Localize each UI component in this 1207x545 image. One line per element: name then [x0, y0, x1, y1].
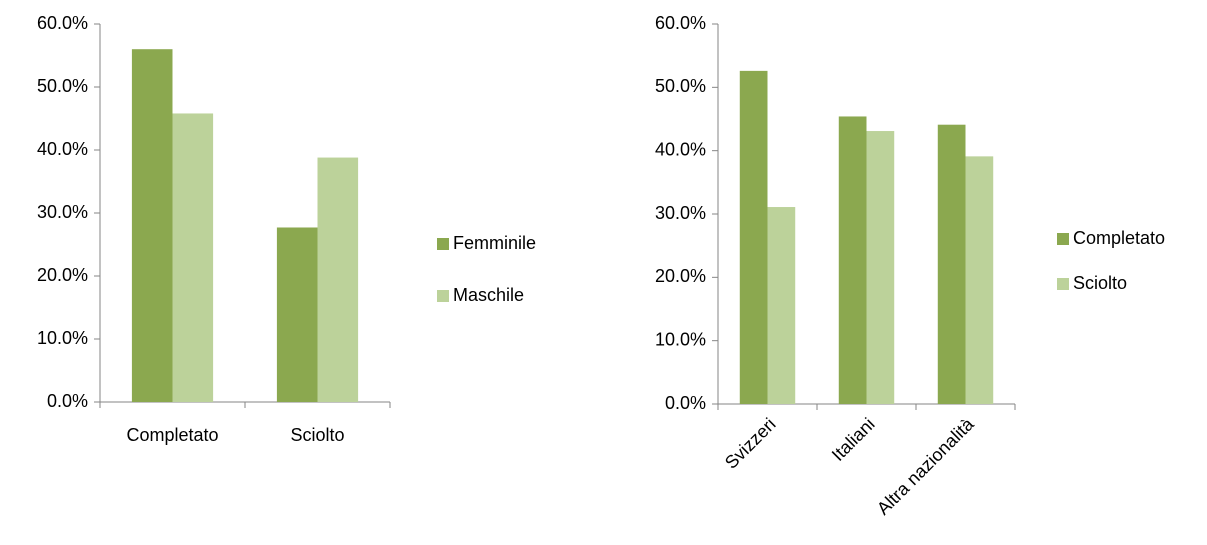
legend-swatch [437, 290, 449, 302]
y-tick-label: 60.0% [37, 13, 88, 33]
bar [317, 157, 359, 402]
x-tick-label: Altra nazionalità [873, 413, 978, 518]
bar [866, 131, 895, 405]
legend-label: Femminile [453, 233, 536, 253]
legend-label: Sciolto [1073, 273, 1127, 293]
x-tick-label: Completato [126, 425, 218, 445]
y-tick-label: 40.0% [37, 139, 88, 159]
bar [131, 49, 173, 402]
y-tick-label: 20.0% [655, 266, 706, 286]
bar [838, 116, 867, 404]
y-tick-label: 50.0% [655, 76, 706, 96]
y-tick-label: 0.0% [665, 393, 706, 413]
y-tick-label: 30.0% [655, 203, 706, 223]
bar [965, 156, 994, 404]
y-tick-label: 60.0% [655, 13, 706, 33]
legend-swatch [437, 238, 449, 250]
y-tick-label: 20.0% [37, 265, 88, 285]
bar [767, 207, 796, 404]
legend-swatch [1057, 278, 1069, 290]
bar [937, 124, 966, 404]
bar [172, 113, 214, 403]
x-tick-label: Svizzeri [721, 414, 780, 473]
x-tick-label: Italiani [828, 414, 879, 465]
y-tick-label: 10.0% [37, 328, 88, 348]
bar [739, 70, 768, 404]
legend-label: Maschile [453, 285, 524, 305]
legend-swatch [1057, 233, 1069, 245]
y-tick-label: 10.0% [655, 329, 706, 349]
y-tick-label: 30.0% [37, 202, 88, 222]
bar [276, 227, 318, 402]
y-tick-label: 40.0% [655, 139, 706, 159]
y-tick-label: 0.0% [47, 391, 88, 411]
legend-label: Completato [1073, 228, 1165, 248]
y-tick-label: 50.0% [37, 76, 88, 96]
x-tick-label: Sciolto [290, 425, 344, 445]
